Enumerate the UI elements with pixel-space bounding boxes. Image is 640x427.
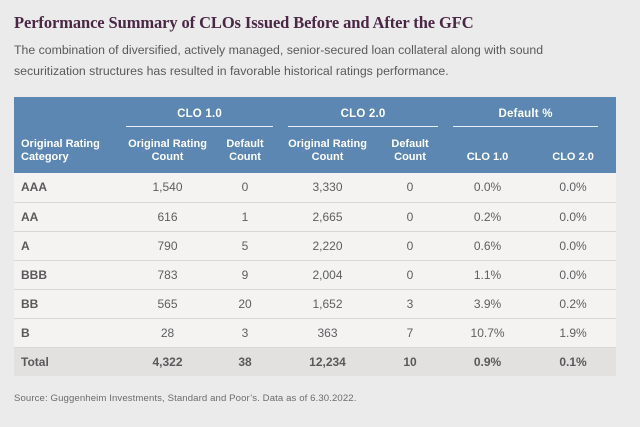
value-cell: 28 <box>125 318 210 348</box>
value-cell: 0.0% <box>445 173 531 203</box>
value-cell: 616 <box>125 202 210 232</box>
table-row: AAA 1,540 0 3,330 0 0.0% 0.0% <box>14 173 617 203</box>
value-cell: 2,004 <box>280 260 376 290</box>
table-body: AAA 1,540 0 3,330 0 0.0% 0.0% AA 616 1 2,665 0 0.2% 0… <box>14 173 617 376</box>
value-cell: 5 <box>210 231 281 261</box>
value-cell: 1.1% <box>445 260 531 290</box>
column-header-clo2-default-count: Default Count <box>375 127 446 173</box>
column-header-clo1-rating-count: Original Rating Count <box>125 127 210 173</box>
total-row: Total 4,322 38 12,234 10 0.9% 0.1% <box>14 347 617 376</box>
rating-category-cell: B <box>14 318 125 348</box>
rating-category-cell: BB <box>14 289 125 319</box>
group-header-clo2: CLO 2.0 <box>280 97 446 127</box>
value-cell: 783 <box>125 260 210 290</box>
value-cell: 10 <box>375 347 446 376</box>
value-cell: 3.9% <box>445 289 531 319</box>
value-cell: 0 <box>375 202 446 232</box>
value-cell: 38 <box>210 347 281 376</box>
group-header-row: CLO 1.0 CLO 2.0 Default % <box>14 97 617 127</box>
value-cell: 3 <box>375 289 446 319</box>
table-row: A 790 5 2,220 0 0.6% 0.0% <box>14 231 617 261</box>
rating-category-cell: BBB <box>14 260 125 290</box>
rating-category-cell: AAA <box>14 173 125 203</box>
value-cell: 20 <box>210 289 281 319</box>
value-cell: 1,540 <box>125 173 210 203</box>
column-header-defaultpct-clo1: CLO 1.0 <box>445 127 531 173</box>
rating-category-cell: AA <box>14 202 125 232</box>
group-label-clo2: CLO 2.0 <box>288 99 439 127</box>
value-cell: 2,665 <box>280 202 376 232</box>
value-cell: 0.2% <box>445 202 531 232</box>
group-header-spacer <box>14 97 125 127</box>
value-cell: 3,330 <box>280 173 376 203</box>
value-cell: 10.7% <box>445 318 531 348</box>
value-cell: 363 <box>280 318 376 348</box>
value-cell: 0.9% <box>445 347 531 376</box>
table-header: CLO 1.0 CLO 2.0 Default % Original Ratin… <box>14 97 617 173</box>
column-header-category: Original Rating Category <box>14 127 125 173</box>
group-header-default-pct: Default % <box>445 97 617 127</box>
value-cell: 565 <box>125 289 210 319</box>
table-row: BBB 783 9 2,004 0 1.1% 0.0% <box>14 260 617 290</box>
value-cell: 0 <box>375 260 446 290</box>
figure-subtitle: The combination of diversified, actively… <box>14 43 544 78</box>
group-label-clo1: CLO 1.0 <box>126 99 274 127</box>
value-cell: 4,322 <box>125 347 210 376</box>
figure-title: Performance Summary of CLOs Issued Befor… <box>14 13 474 32</box>
value-cell: 790 <box>125 231 210 261</box>
value-cell: 3 <box>210 318 281 348</box>
column-header-clo1-default-count: Default Count <box>210 127 281 173</box>
column-header-row: Original Rating Category Original Rating… <box>14 127 617 173</box>
value-cell: 2,220 <box>280 231 376 261</box>
table-row: AA 616 1 2,665 0 0.2% 0.0% <box>14 202 617 232</box>
value-cell: 1 <box>210 202 281 232</box>
value-cell: 0.6% <box>445 231 531 261</box>
value-cell: 1,652 <box>280 289 376 319</box>
value-cell: 0 <box>375 173 446 203</box>
value-cell: 0.0% <box>530 173 617 203</box>
value-cell: 7 <box>375 318 446 348</box>
table-row: B 28 3 363 7 10.7% 1.9% <box>14 318 617 348</box>
performance-table: CLO 1.0 CLO 2.0 Default % Original Ratin… <box>14 97 617 376</box>
rating-category-cell: A <box>14 231 125 261</box>
table-row: BB 565 20 1,652 3 3.9% 0.2% <box>14 289 617 319</box>
value-cell: 0.1% <box>530 347 617 376</box>
value-cell: 0 <box>210 173 281 203</box>
value-cell: 0.0% <box>530 260 617 290</box>
column-header-defaultpct-clo2: CLO 2.0 <box>530 127 617 173</box>
value-cell: 1.9% <box>530 318 617 348</box>
source-note: Source: Guggenheim Investments, Standard… <box>14 393 357 404</box>
value-cell: 0 <box>375 231 446 261</box>
value-cell: 0.0% <box>530 231 617 261</box>
value-cell: 0.0% <box>530 202 617 232</box>
value-cell: 9 <box>210 260 281 290</box>
total-label-cell: Total <box>14 347 125 376</box>
value-cell: 0.2% <box>530 289 617 319</box>
value-cell: 12,234 <box>280 347 376 376</box>
group-header-clo1: CLO 1.0 <box>125 97 281 127</box>
column-header-clo2-rating-count: Original Rating Count <box>280 127 376 173</box>
group-label-default-pct: Default % <box>453 99 599 127</box>
